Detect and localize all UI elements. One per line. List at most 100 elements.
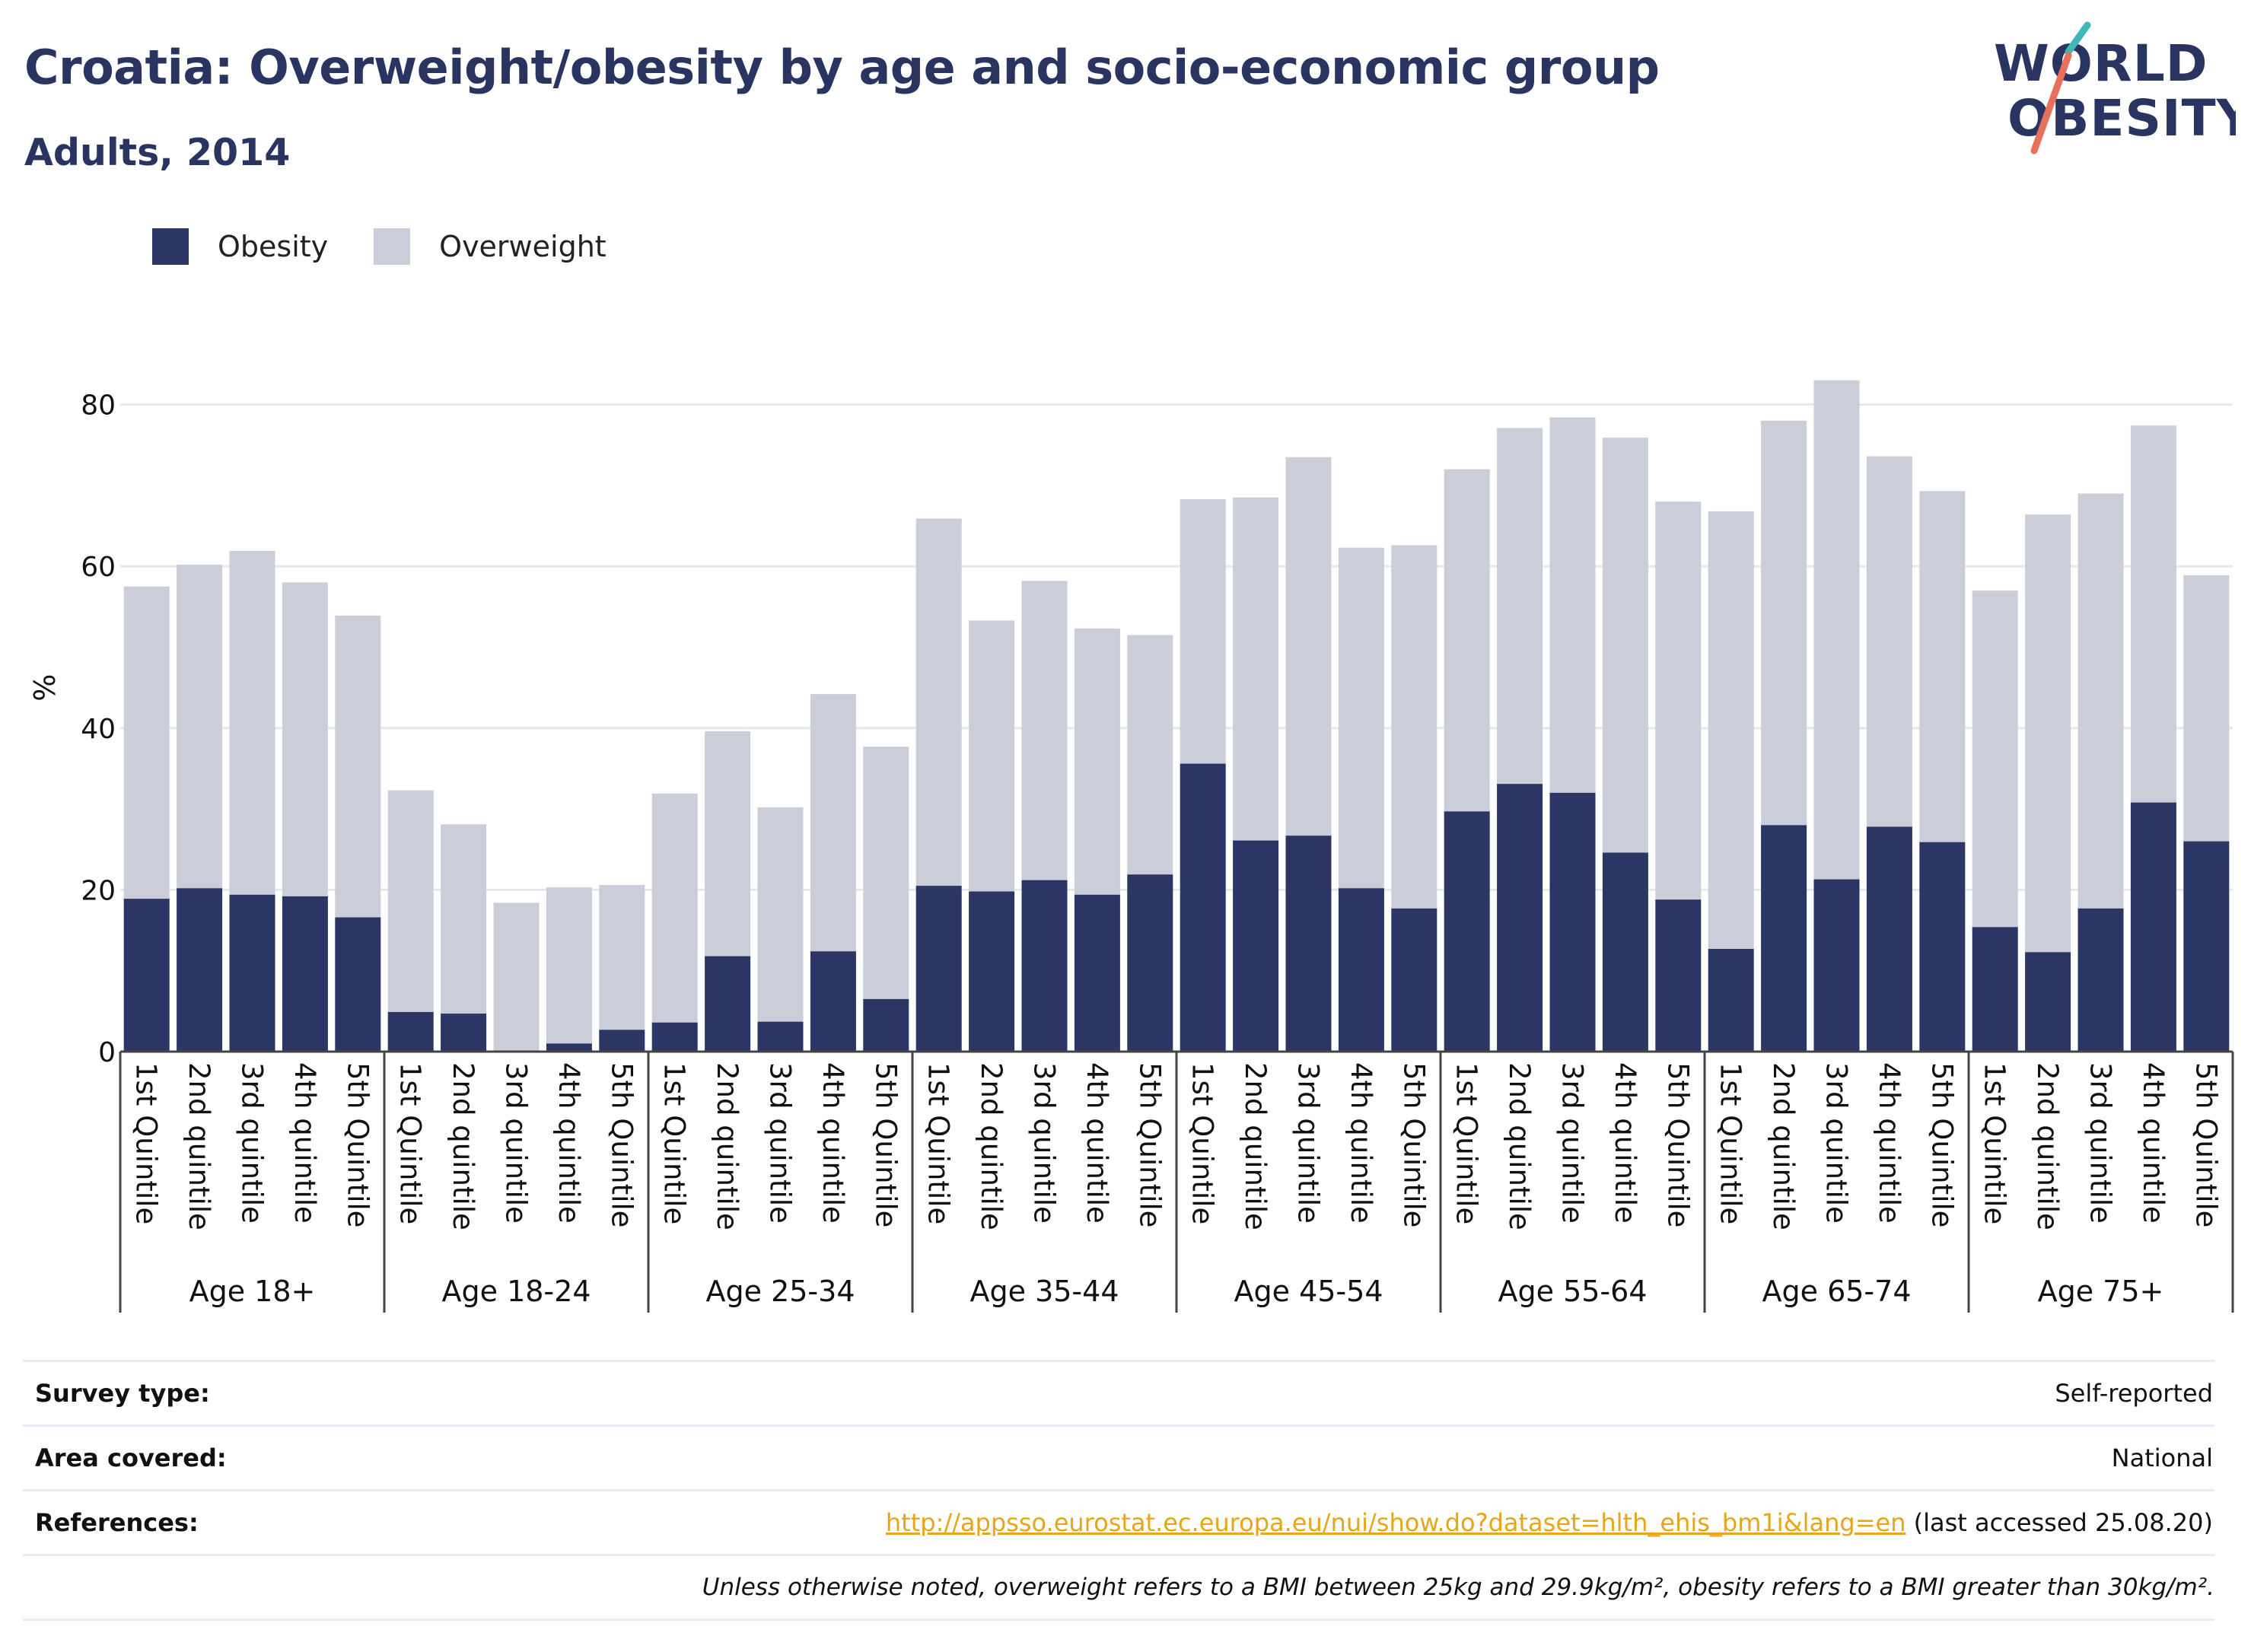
- group-label: Age 18-24: [442, 1275, 591, 1308]
- area-covered-row: Area covered: National: [23, 1424, 2214, 1489]
- overweight-bar: [1655, 501, 1702, 900]
- obesity-bar: [1549, 792, 1596, 1052]
- legend-item-obesity[interactable]: Obesity: [152, 228, 328, 265]
- overweight-bar: [1285, 457, 1332, 836]
- x-tick-label: 1st Quintile: [922, 1062, 955, 1224]
- overweight-bar: [1602, 438, 1648, 853]
- x-tick-label: 4th quintile: [1609, 1062, 1641, 1224]
- y-axis-label: %: [28, 674, 62, 702]
- obesity-bar: [229, 894, 275, 1052]
- survey-type-value: Self-reported: [2055, 1379, 2213, 1408]
- overweight-bar: [2183, 575, 2230, 842]
- obesity-bar: [757, 1021, 804, 1052]
- obesity-bar: [282, 896, 328, 1052]
- y-tick-label: 0: [98, 1037, 116, 1068]
- obesity-bar: [546, 1043, 592, 1052]
- x-tick-label: 3rd quintile: [1292, 1062, 1325, 1224]
- obesity-bar: [2183, 841, 2230, 1052]
- overweight-bar: [229, 551, 275, 895]
- overweight-bar: [282, 582, 328, 896]
- x-tick-label: 2nd quintile: [1767, 1062, 1800, 1230]
- x-tick-label: 4th quintile: [1873, 1062, 1906, 1224]
- x-tick-label: 3rd quintile: [236, 1062, 269, 1224]
- references-row: References: http://appsso.eurostat.ec.eu…: [23, 1489, 2214, 1554]
- overweight-bar: [1972, 590, 2018, 928]
- overweight-bar: [599, 885, 645, 1030]
- overweight-bar: [1391, 545, 1438, 909]
- overweight-bar: [546, 887, 592, 1044]
- x-tick-label: 1st Quintile: [1979, 1062, 2011, 1224]
- overweight-bar: [915, 518, 962, 886]
- x-tick-label: 4th quintile: [552, 1062, 585, 1224]
- obesity-bar: [969, 891, 1015, 1052]
- obesity-bar: [387, 1011, 434, 1052]
- obesity-bar: [1813, 879, 1860, 1052]
- overweight-bar: [1708, 511, 1754, 949]
- obesity-bar: [1972, 927, 2018, 1052]
- area-covered-label: Area covered:: [35, 1444, 227, 1472]
- logo-line1: WORLD: [1994, 34, 2208, 93]
- overweight-bar: [1074, 629, 1120, 895]
- obesity-bar: [863, 998, 909, 1052]
- overweight-bar: [810, 694, 856, 952]
- x-tick-label: 1st Quintile: [1186, 1062, 1219, 1224]
- references-label: References:: [35, 1508, 199, 1537]
- obesity-bar: [123, 899, 170, 1052]
- overweight-bar: [1127, 635, 1173, 875]
- obesity-bar: [915, 886, 962, 1052]
- x-tick-label: 5th Quintile: [605, 1062, 638, 1227]
- references-link[interactable]: http://appsso.eurostat.ec.europa.eu/nui/…: [885, 1508, 1906, 1537]
- obesity-bar: [1866, 826, 1912, 1052]
- overweight-bar: [1233, 497, 1279, 841]
- obesity-bar: [2130, 802, 2176, 1052]
- x-tick-label: 2nd quintile: [1239, 1062, 1272, 1230]
- x-tick-label: 4th quintile: [1081, 1062, 1113, 1224]
- overweight-bar: [493, 902, 540, 1052]
- x-tick-label: 3rd quintile: [1820, 1062, 1853, 1224]
- obesity-bar: [1444, 811, 1490, 1052]
- obesity-bar: [441, 1014, 487, 1052]
- group-label: Age 35-44: [970, 1275, 1119, 1308]
- x-tick-label: 4th quintile: [288, 1062, 321, 1224]
- obesity-bar: [2077, 908, 2124, 1052]
- legend-swatch-overweight: [374, 228, 411, 265]
- legend-label-overweight: Overweight: [439, 230, 607, 263]
- x-tick-label: 3rd quintile: [1556, 1062, 1589, 1224]
- world-obesity-logo: WORLD OBESITY: [1994, 21, 2236, 154]
- x-tick-label: 5th Quintile: [1925, 1062, 1958, 1227]
- references-suffix: (last accessed 25.08.20): [1906, 1508, 2213, 1537]
- area-covered-value: National: [2111, 1444, 2213, 1472]
- overweight-bar: [1919, 491, 1966, 842]
- overweight-bar: [1761, 420, 1807, 826]
- overweight-bar: [1866, 456, 1912, 827]
- legend-swatch-obesity: [152, 228, 189, 265]
- x-tick-label: 1st Quintile: [1715, 1062, 1747, 1224]
- obesity-bar: [1338, 888, 1384, 1052]
- overweight-bar: [969, 620, 1015, 892]
- group-label: Age 18+: [189, 1275, 316, 1308]
- overweight-bar: [2077, 493, 2124, 909]
- overweight-bar: [177, 565, 223, 889]
- obesity-bar: [810, 951, 856, 1052]
- x-tick-label: 5th Quintile: [1661, 1062, 1694, 1227]
- logo-slash-coral: [2030, 52, 2072, 154]
- x-tick-label: 4th quintile: [2137, 1062, 2170, 1224]
- obesity-bar: [335, 917, 381, 1052]
- legend-label-obesity: Obesity: [218, 230, 329, 263]
- overweight-bar: [705, 731, 751, 957]
- overweight-bar: [1444, 469, 1490, 812]
- metadata-table: Survey type: Self-reported Area covered:…: [23, 1360, 2214, 1621]
- x-tick-label: 5th Quintile: [869, 1062, 902, 1227]
- x-tick-label: 3rd quintile: [764, 1062, 797, 1224]
- overweight-bar: [335, 616, 381, 918]
- x-tick-label: 1st Quintile: [130, 1062, 163, 1224]
- overweight-bar: [1338, 547, 1384, 889]
- obesity-bar: [705, 956, 751, 1052]
- group-label: Age 65-74: [1762, 1275, 1912, 1308]
- x-tick-label: 3rd quintile: [500, 1062, 533, 1224]
- chart-title: Croatia: Overweight/obesity by age and s…: [24, 40, 1660, 95]
- x-tick-label: 1st Quintile: [658, 1062, 691, 1224]
- legend-item-overweight[interactable]: Overweight: [374, 228, 607, 265]
- x-tick-label: 2nd quintile: [975, 1062, 1008, 1230]
- x-tick-label: 2nd quintile: [1503, 1062, 1536, 1230]
